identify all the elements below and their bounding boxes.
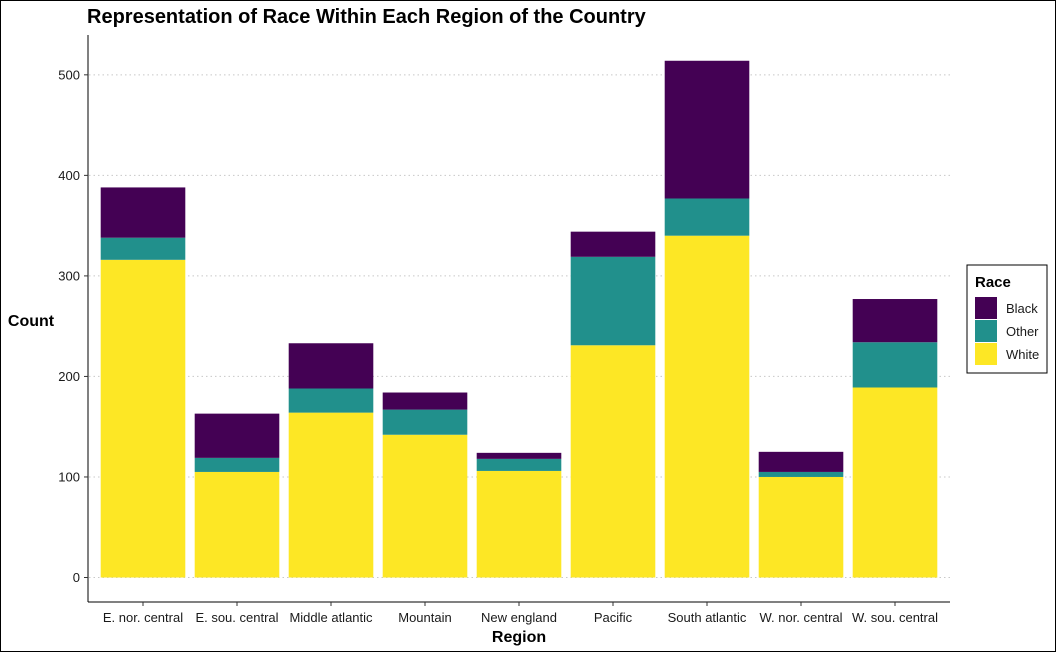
bar-segment-white [758,476,844,578]
x-tick-label: W. sou. central [852,610,938,625]
y-axis-title: Count [8,313,55,330]
bar-segment-black [288,343,374,389]
bar-segment-black [476,452,562,459]
bar-segment-black [664,60,750,199]
bar-segment-white [664,235,750,578]
x-tick-label: South atlantic [668,610,747,625]
y-tick-label: 300 [58,268,80,283]
legend-key-black [975,297,997,319]
legend-label-black: Black [1006,301,1038,316]
x-tick-label: W. nor. central [759,610,842,625]
bars [100,60,938,578]
bar-segment-black [194,413,280,458]
bar-segment-other [664,198,750,236]
x-tick-label: E. nor. central [103,610,183,625]
y-tick-label: 400 [58,168,80,183]
legend-key-other [975,320,997,342]
legend-title: Race [975,274,1011,291]
bar-segment-other [100,237,186,260]
legend: Race Black Other White [966,264,1048,374]
bar-segment-other [570,256,656,346]
legend-items: Black Other White [975,297,1039,365]
x-tick-label: E. sou. central [195,610,278,625]
bar-segment-other [758,471,844,477]
bar-segment-black [382,392,468,410]
chart-title: Representation of Race Within Each Regio… [87,6,647,28]
legend-key-white [975,343,997,365]
bar-segment-other [288,388,374,413]
x-tick-label: Mountain [398,610,451,625]
y-tick-label: 100 [58,469,80,484]
x-tick-label: Pacific [594,610,633,625]
bar-segment-white [476,470,562,578]
x-tick-label: New england [481,610,557,625]
bar-segment-black [852,299,938,343]
x-ticks: E. nor. central E. sou. central Middle atl… [103,602,938,625]
x-tick-label: Middle atlantic [289,610,373,625]
y-ticks: 0 100 200 300 400 500 [58,67,88,585]
y-tick-label: 0 [73,570,80,585]
x-axis-title: Region [492,629,546,646]
bar-segment-other [382,409,468,435]
bar-segment-white [852,387,938,578]
bar-segment-white [100,259,186,578]
bar-segment-white [382,434,468,578]
bar-segment-white [570,345,656,578]
bar-segment-black [570,231,656,257]
y-tick-label: 200 [58,369,80,384]
bar-segment-black [100,187,186,238]
bar-segment-other [194,457,280,472]
y-tick-label: 500 [58,67,80,82]
bar-segment-black [758,451,844,472]
legend-label-white: White [1006,347,1039,362]
legend-label-other: Other [1006,324,1039,339]
bar-segment-other [476,458,562,471]
bar-segment-other [852,342,938,388]
bar-segment-white [194,471,280,578]
bar-segment-white [288,412,374,578]
